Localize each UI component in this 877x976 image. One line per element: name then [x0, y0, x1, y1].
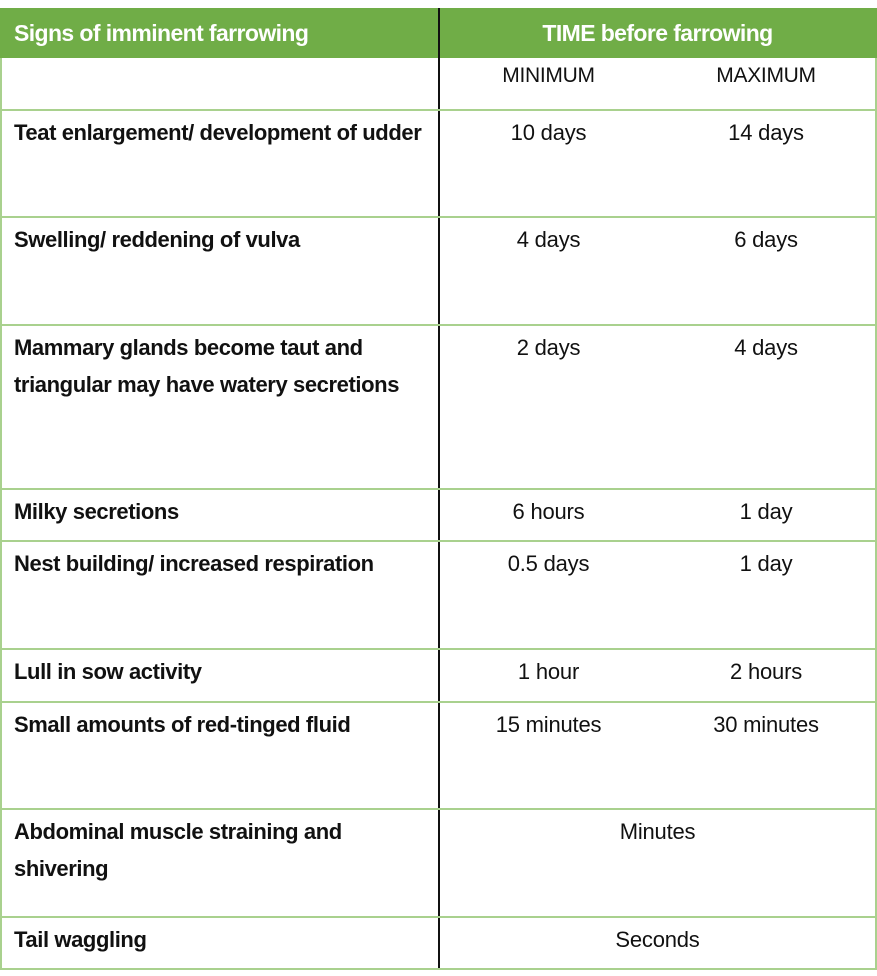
table-row: Teat enlargement/ development of udder 10…	[0, 109, 877, 218]
sign-cell: Tail waggling	[0, 916, 440, 970]
table-row: Swelling/ reddening of vulva 4 days 6 days	[0, 216, 877, 326]
sign-cell: Small amounts of red-tinged fluid	[0, 701, 440, 810]
subheader-minimum-cell: MINIMUM	[439, 58, 657, 111]
time-maximum-cell: 1 day	[657, 540, 877, 650]
farrowing-signs-table-container: Signs of imminent farrowing TIME before …	[0, 8, 877, 970]
time-maximum-cell: 2 hours	[657, 648, 877, 703]
header-signs: Signs of imminent farrowing	[0, 8, 440, 58]
time-merged-cell: Seconds	[439, 916, 877, 970]
time-minimum-cell: 1 hour	[439, 648, 657, 703]
time-maximum-cell: 14 days	[657, 109, 877, 218]
farrowing-signs-table: Signs of imminent farrowing TIME before …	[0, 8, 877, 970]
sign-cell: Milky secretions	[0, 488, 440, 542]
subheader-minimum: MINIMUM	[502, 64, 595, 87]
time-minimum-cell: 6 hours	[439, 488, 657, 542]
table-row: Nest building/ increased respiration 0.5 …	[0, 540, 877, 650]
time-maximum-cell: 1 day	[657, 488, 877, 542]
header-time: TIME before farrowing	[439, 8, 877, 58]
time-minimum-cell: 4 days	[439, 216, 657, 326]
subheader-maximum: MAXIMUM	[716, 64, 816, 87]
sign-cell: Nest building/ increased respiration	[0, 540, 440, 650]
table-row: Lull in sow activity 1 hour 2 hours	[0, 648, 877, 703]
time-maximum-cell: 6 days	[657, 216, 877, 326]
subheader-row: MINIMUM MAXIMUM	[0, 58, 877, 111]
subheader-empty-cell	[0, 58, 440, 111]
sign-cell: Abdominal muscle straining and shivering	[0, 808, 440, 918]
table-row: Tail waggling Seconds	[0, 916, 877, 970]
time-minimum-cell: 0.5 days	[439, 540, 657, 650]
table-row: Abdominal muscle straining and shivering…	[0, 808, 877, 918]
table-row: Mammary glands become taut and triangula…	[0, 324, 877, 490]
sign-cell: Swelling/ reddening of vulva	[0, 216, 440, 326]
time-minimum-cell: 2 days	[439, 324, 657, 490]
table-row: Small amounts of red-tinged fluid 15 minu…	[0, 701, 877, 810]
time-maximum-cell: 4 days	[657, 324, 877, 490]
time-merged-cell: Minutes	[439, 808, 877, 918]
time-maximum-cell: 30 minutes	[657, 701, 877, 810]
table-row: Milky secretions 6 hours 1 day	[0, 488, 877, 542]
sign-cell: Lull in sow activity	[0, 648, 440, 703]
table-header-row: Signs of imminent farrowing TIME before …	[0, 8, 877, 58]
subheader-maximum-cell: MAXIMUM	[657, 58, 877, 111]
sign-cell: Mammary glands become taut and triangula…	[0, 324, 440, 490]
time-minimum-cell: 15 minutes	[439, 701, 657, 810]
time-minimum-cell: 10 days	[439, 109, 657, 218]
sign-cell: Teat enlargement/ development of udder	[0, 109, 440, 218]
